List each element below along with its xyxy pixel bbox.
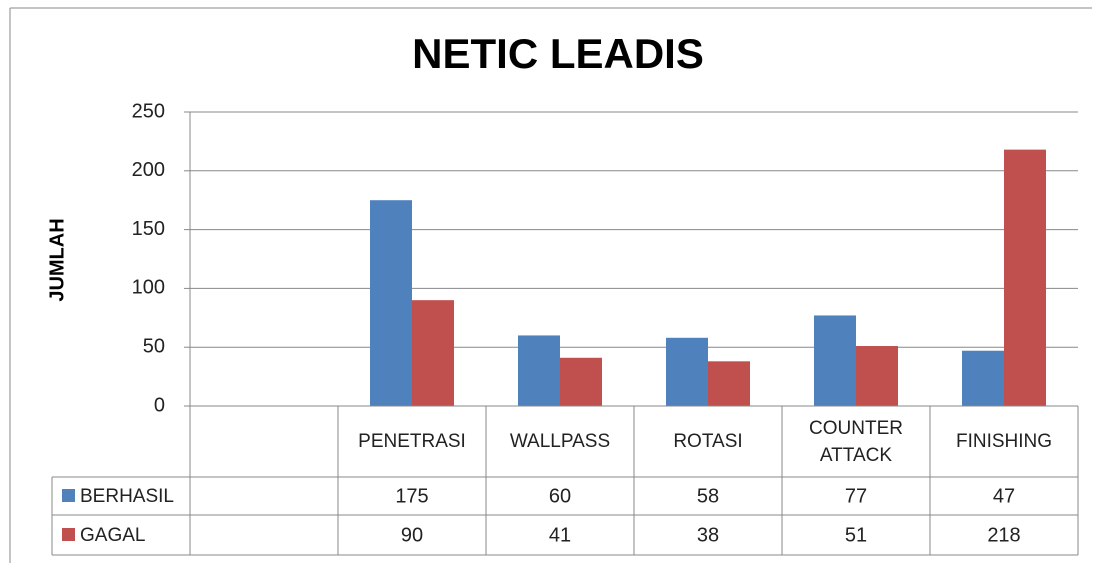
- table-value: 60: [549, 485, 571, 507]
- table-value: 47: [993, 485, 1015, 507]
- bar: [666, 337, 708, 406]
- bar: [518, 335, 560, 406]
- table-value: 175: [395, 485, 428, 507]
- bar: [370, 200, 412, 406]
- y-tick-label: 100: [132, 277, 165, 299]
- y-tick-label: 150: [132, 218, 165, 240]
- table-value: 41: [549, 524, 571, 546]
- y-tick-label: 250: [132, 100, 165, 122]
- legend-label: BERHASIL: [80, 486, 174, 507]
- bar: [814, 315, 856, 406]
- table-value: 77: [845, 485, 867, 507]
- x-tick-label: ROTASI: [673, 431, 743, 452]
- bar: [560, 357, 602, 406]
- y-tick-label: 0: [154, 394, 165, 416]
- bar: [412, 300, 454, 406]
- y-tick-label: 50: [143, 335, 165, 357]
- legend-label: GAGAL: [80, 525, 145, 546]
- x-tick-label: WALLPASS: [509, 431, 611, 452]
- table-value: 90: [401, 524, 423, 546]
- x-tick-label: FINISHING: [955, 431, 1053, 452]
- table-value: 218: [987, 524, 1020, 546]
- y-axis-label: JUMLAH: [46, 218, 68, 301]
- bar: [856, 346, 898, 406]
- chart-title: NETIC LEADIS: [412, 30, 704, 77]
- legend-key: [62, 489, 75, 502]
- bar: [708, 361, 750, 406]
- legend-key: [62, 528, 75, 541]
- y-tick-label: 200: [132, 159, 165, 181]
- table-value: 51: [845, 524, 867, 546]
- bar: [962, 350, 1004, 406]
- x-tick-label: [209, 406, 319, 477]
- table-value: 58: [697, 485, 719, 507]
- table-value: 38: [697, 524, 719, 546]
- x-tick-label: PENETRASI: [358, 431, 466, 452]
- bar: [1004, 149, 1046, 406]
- x-tick-label: COUNTER ATTACK: [809, 417, 903, 466]
